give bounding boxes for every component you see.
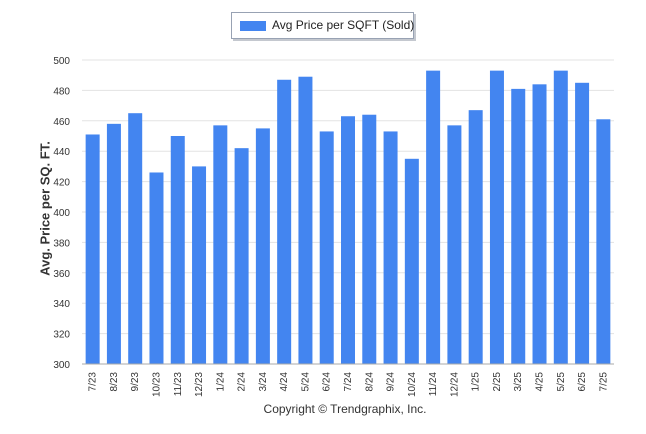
bar-series <box>85 70 611 365</box>
bar <box>575 82 590 365</box>
y-tick-label: 420 <box>53 178 70 189</box>
y-tick-label: 500 <box>53 56 70 67</box>
bar <box>128 113 143 364</box>
x-tick-label: 4/24 <box>279 372 290 392</box>
bar <box>277 79 292 364</box>
x-tick-label: 10/23 <box>151 372 162 397</box>
y-tick-label: 400 <box>53 208 70 219</box>
bar <box>532 84 547 364</box>
x-tick-label: 11/23 <box>173 372 184 397</box>
y-axis-ticks: 300 320 340 360 380 400 420 440 460 480 500 <box>53 56 70 371</box>
y-tick-label: 380 <box>53 238 70 249</box>
bar <box>489 70 504 364</box>
bar <box>319 131 334 364</box>
x-tick-label: 7/23 <box>88 372 99 392</box>
y-tick-label: 340 <box>53 299 70 310</box>
x-tick-label: 7/24 <box>343 372 354 392</box>
bar <box>553 70 568 364</box>
bar <box>213 125 228 364</box>
bar <box>362 114 377 364</box>
bar <box>192 166 207 364</box>
x-tick-label: 2/24 <box>237 372 248 392</box>
x-tick-label: 3/25 <box>513 372 524 392</box>
x-tick-label: 1/24 <box>215 372 226 392</box>
y-tick-label: 360 <box>53 269 70 280</box>
bar <box>404 158 419 364</box>
bar <box>170 136 185 364</box>
y-tick-label: 480 <box>53 86 70 97</box>
bar <box>426 70 441 364</box>
y-tick-label: 300 <box>53 360 70 371</box>
x-tick-label: 6/25 <box>577 372 588 392</box>
y-tick-label: 460 <box>53 117 70 128</box>
y-tick-label: 320 <box>53 330 70 341</box>
x-tick-label: 6/24 <box>322 372 333 392</box>
bar <box>234 148 249 364</box>
bar <box>298 76 313 364</box>
bar <box>447 125 462 364</box>
x-tick-label: 7/25 <box>598 372 609 392</box>
x-tick-label: 8/23 <box>109 372 120 392</box>
copyright-text: Copyright © Trendgraphix, Inc. <box>263 402 427 416</box>
bar <box>511 88 526 364</box>
x-tick-label: 5/25 <box>556 372 567 392</box>
x-tick-label: 10/24 <box>407 372 418 397</box>
legend-label: Avg Price per SQFT (Sold) <box>272 18 415 32</box>
x-tick-label: 9/24 <box>386 372 397 392</box>
bar <box>596 119 611 364</box>
legend: Avg Price per SQFT (Sold) <box>231 12 414 39</box>
y-axis-label: Avg. Price per SQ. FT. <box>37 141 53 276</box>
x-axis-ticks: 7/23 8/23 9/23 10/23 11/23 12/23 1/24 2/24 3/24 4… <box>88 372 610 397</box>
x-tick-label: 4/25 <box>535 372 546 392</box>
y-tick-label: 440 <box>53 147 70 158</box>
x-tick-label: 12/24 <box>449 372 460 397</box>
bar <box>468 110 483 364</box>
x-tick-label: 8/24 <box>364 372 375 392</box>
x-tick-label: 5/24 <box>300 372 311 392</box>
x-tick-label: 2/25 <box>492 372 503 392</box>
bar <box>149 172 164 364</box>
x-tick-label: 3/24 <box>258 372 269 392</box>
bar <box>85 134 100 364</box>
legend-swatch <box>240 21 266 31</box>
bar <box>341 116 355 365</box>
x-tick-label: 11/24 <box>428 372 439 397</box>
x-tick-label: 12/23 <box>194 372 205 397</box>
x-tick-label: 1/25 <box>471 372 482 392</box>
bar <box>255 128 270 364</box>
bar <box>106 123 121 364</box>
bar <box>383 131 398 364</box>
x-tick-label: 9/23 <box>130 372 141 392</box>
